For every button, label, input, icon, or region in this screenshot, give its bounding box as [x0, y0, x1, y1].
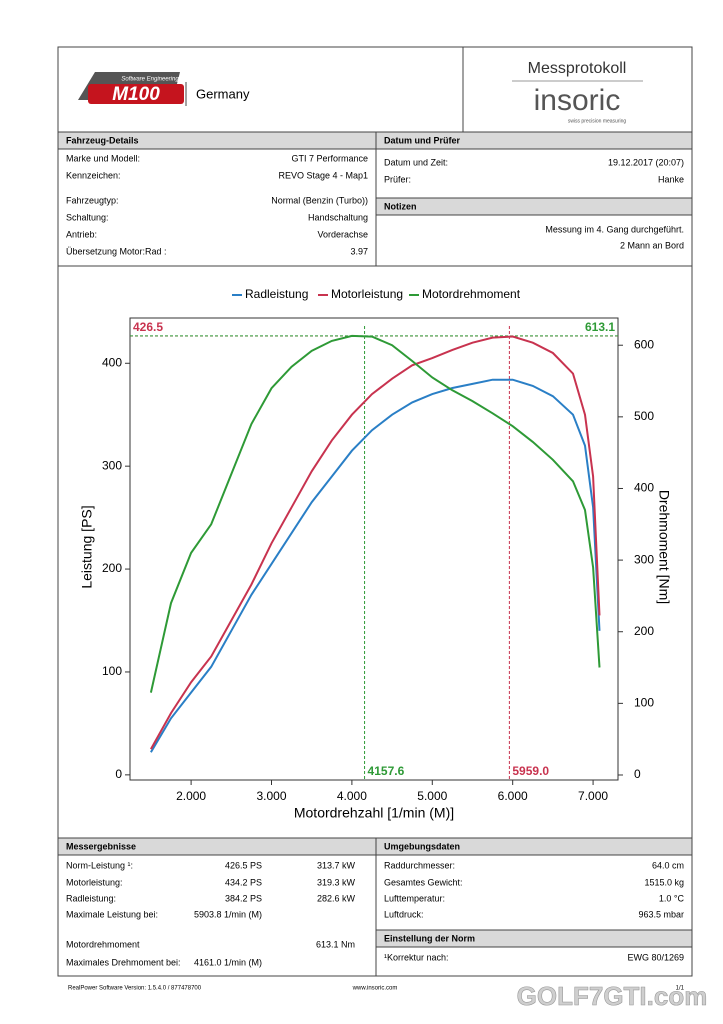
- value: 19.12.2017 (20:07): [608, 157, 684, 167]
- label: Fahrzeugtyp:: [66, 195, 119, 205]
- y-tick-label: 400: [102, 355, 122, 369]
- marker-label: 426.5: [133, 320, 163, 334]
- value: 3.97: [350, 246, 368, 256]
- label: ¹Korrektur nach:: [384, 952, 449, 962]
- footer-web: www.insoric.com: [352, 986, 398, 992]
- result-cell: 384.2 PS: [225, 893, 262, 903]
- legend-label: Radleistung: [245, 287, 308, 301]
- note: Messung im 4. Gang durchgeführt.: [545, 224, 684, 234]
- result-cell: Radleistung:: [66, 893, 116, 903]
- x-tick-label: 4.000: [337, 789, 367, 803]
- y2-tick-label: 300: [634, 552, 654, 566]
- value: Handschaltung: [308, 212, 368, 222]
- result-cell: 4161.0 1/min (M): [194, 957, 262, 967]
- section-title: Fahrzeug-Details: [66, 135, 139, 145]
- y2-tick-label: 400: [634, 481, 654, 495]
- label: Raddurchmesser:: [384, 860, 455, 870]
- result-cell: 613.1 Nm: [316, 939, 355, 949]
- y2-tick-label: 0: [634, 767, 641, 781]
- y-axis-label: Leistung [PS]: [79, 505, 95, 588]
- label: Lufttemperatur:: [384, 893, 445, 903]
- x-tick-label: 5.000: [417, 789, 447, 803]
- y2-tick-label: 200: [634, 624, 654, 638]
- section-title: Umgebungsdaten: [384, 841, 460, 851]
- y-tick-label: 300: [102, 458, 122, 472]
- label: Kennzeichen:: [66, 170, 121, 180]
- section-header: [375, 929, 693, 948]
- section-title: Einstellung der Norm: [384, 933, 475, 943]
- x-tick-label: 3.000: [256, 789, 286, 803]
- label: Gesamtes Gewicht:: [384, 877, 463, 887]
- page-frame: [57, 46, 693, 977]
- label: Datum und Zeit:: [384, 157, 448, 167]
- y-tick-label: 100: [102, 664, 122, 678]
- section-header: [375, 197, 693, 216]
- value: GTI 7 Performance: [291, 153, 368, 163]
- result-cell: 426.5 PS: [225, 860, 262, 870]
- series-line: [150, 378, 601, 753]
- y2-tick-label: 600: [634, 337, 654, 351]
- x-tick-label: 6.000: [498, 789, 528, 803]
- y-tick-label: 0: [115, 767, 122, 781]
- result-cell: 434.2 PS: [225, 877, 262, 887]
- y-tick-label: 200: [102, 561, 122, 575]
- x-axis-label: Motordrehzahl [1/min (M)]: [294, 805, 454, 821]
- value: EWG 80/1269: [627, 952, 684, 962]
- label: Antrieb:: [66, 229, 97, 239]
- series-line: [150, 335, 601, 750]
- value: 963.5 mbar: [638, 909, 684, 919]
- result-cell: Maximales Drehmoment bei:: [66, 957, 181, 967]
- logo: M100: [112, 84, 160, 105]
- value: REVO Stage 4 - Map1: [278, 170, 368, 180]
- country: Germany: [196, 86, 250, 101]
- legend-label: Motorleistung: [331, 287, 403, 301]
- marker-label: 4157.6: [368, 764, 405, 778]
- section-header: [375, 837, 693, 856]
- series-line: [149, 334, 601, 693]
- result-cell: Maximale Leistung bei:: [66, 909, 158, 919]
- y2-tick-label: 100: [634, 696, 654, 710]
- logo-shape: [88, 84, 184, 104]
- plot-frame: [129, 317, 619, 781]
- header-title: Messprotokoll: [528, 60, 627, 77]
- y2-tick-label: 500: [634, 409, 654, 423]
- result-cell: Norm-Leistung ¹:: [66, 860, 133, 870]
- footer-page: 1/1: [676, 986, 685, 992]
- section-title: Datum und Prüfer: [384, 135, 461, 145]
- result-cell: 319.3 kW: [317, 877, 356, 887]
- marker-label: 5959.0: [512, 764, 549, 778]
- result-cell: 5903.8 1/min (M): [194, 909, 262, 919]
- value: 64.0 cm: [652, 860, 684, 870]
- label: Übersetzung Motor:Rad :: [66, 246, 167, 256]
- brand-sub: swiss precision measuring: [568, 118, 627, 124]
- label: Luftdruck:: [384, 909, 424, 919]
- label: Prüfer:: [384, 174, 411, 184]
- logo-sub: Software Engineering: [121, 77, 179, 83]
- y2-axis-label: Drehmoment [Nm]: [656, 490, 672, 604]
- section-title: Messergebnisse: [66, 841, 136, 851]
- value: Hanke: [658, 174, 684, 184]
- watermark: GOLF7GTI.com: [517, 981, 708, 1011]
- marker-label: 613.1: [585, 320, 615, 334]
- value: Normal (Benzin (Turbo)): [271, 195, 368, 205]
- value: Vorderachse: [317, 229, 368, 239]
- x-tick-label: 2.000: [176, 789, 206, 803]
- legend-label: Motordrehmoment: [422, 287, 521, 301]
- footer-software: RealPower Software Version: 1.5.4.0 / 87…: [68, 986, 202, 992]
- label: Schaltung:: [66, 212, 109, 222]
- value: 1.0 °C: [659, 893, 685, 903]
- section-header: [375, 131, 693, 150]
- section-title: Notizen: [384, 201, 417, 211]
- result-cell: Motordrehmoment: [66, 939, 140, 949]
- result-cell: 282.6 kW: [317, 893, 356, 903]
- result-cell: 313.7 kW: [317, 860, 356, 870]
- label: Marke und Modell:: [66, 153, 140, 163]
- x-tick-label: 7.000: [578, 789, 608, 803]
- result-cell: Motorleistung:: [66, 877, 123, 887]
- note: 2 Mann an Bord: [620, 240, 684, 250]
- brand: insoric: [534, 84, 621, 117]
- value: 1515.0 kg: [644, 877, 684, 887]
